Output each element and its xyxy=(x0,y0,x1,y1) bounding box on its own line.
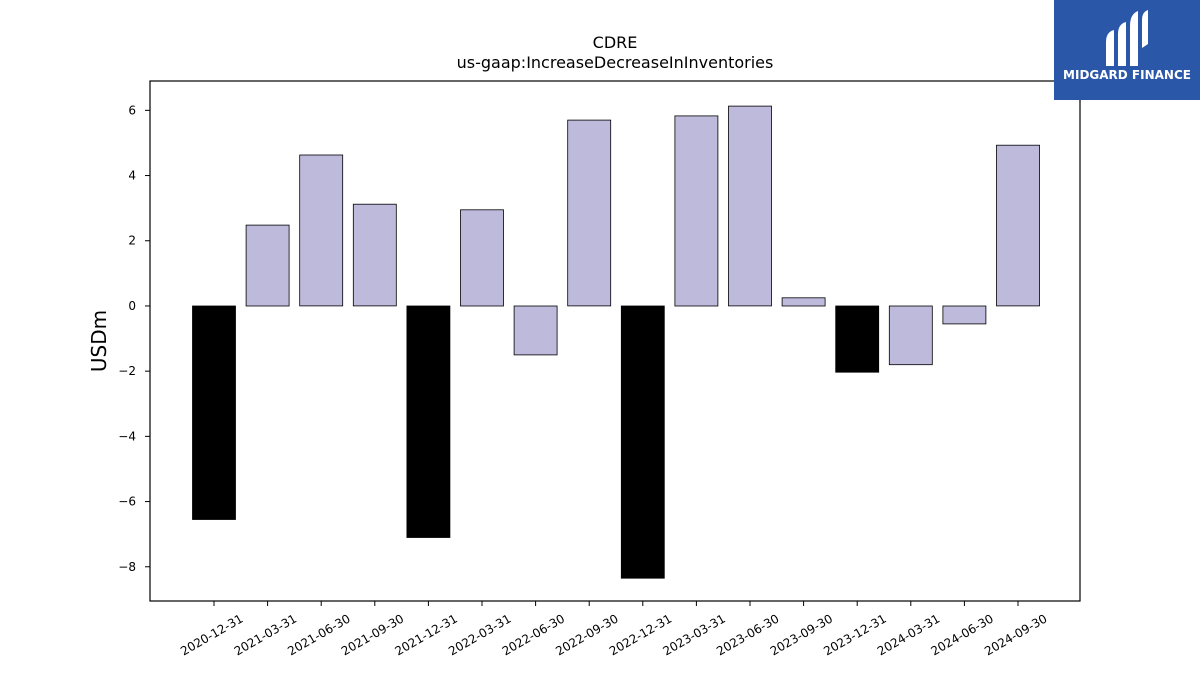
bar-2023-12-31 xyxy=(835,305,880,373)
bar-2021-12-31 xyxy=(406,305,451,538)
bar-2023-06-30 xyxy=(728,105,772,307)
bar-2021-09-30 xyxy=(352,203,397,307)
bar-2022-09-30 xyxy=(567,119,612,307)
bar-2024-06-30 xyxy=(942,305,987,325)
chart-title: CDRE xyxy=(593,33,638,52)
plot-frame xyxy=(149,80,1081,602)
y-tick-label: −2 xyxy=(118,364,136,378)
y-tick-label: 0 xyxy=(128,299,136,313)
y-axis: −8 −6 −4 −2 0 2 4 6 xyxy=(118,103,150,574)
bar-2022-03-31 xyxy=(460,209,504,307)
chart-subtitle: us-gaap:IncreaseDecreaseInInventories xyxy=(457,53,774,72)
bar-2022-06-30 xyxy=(513,305,558,356)
bar-2021-06-30 xyxy=(299,154,344,307)
bar-2024-03-31 xyxy=(888,305,933,366)
bar-2023-09-30 xyxy=(781,297,826,307)
y-tick-label: −4 xyxy=(118,429,136,443)
bars-group xyxy=(192,105,1040,579)
bar-2022-12-31 xyxy=(620,305,665,579)
y-tick-label: 6 xyxy=(128,103,136,117)
y-tick-label: −8 xyxy=(118,560,136,574)
bar-2021-03-31 xyxy=(245,224,290,307)
y-tick-label: 4 xyxy=(128,169,136,183)
y-tick-label: −6 xyxy=(118,495,136,509)
bar-2024-09-30 xyxy=(996,144,1040,307)
bar-2020-12-31 xyxy=(192,305,236,520)
x-axis: 2020-12-312021-03-312021-06-302021-09-30… xyxy=(178,601,1050,658)
bar-2023-03-31 xyxy=(674,115,719,307)
brand-logo: MIDGARD FINANCE xyxy=(1054,0,1200,100)
y-tick-label: 2 xyxy=(128,234,136,248)
brand-name: MIDGARD FINANCE xyxy=(1063,68,1191,82)
midgard-logo-icon xyxy=(1106,10,1148,66)
y-axis-label: USDm xyxy=(87,310,111,372)
